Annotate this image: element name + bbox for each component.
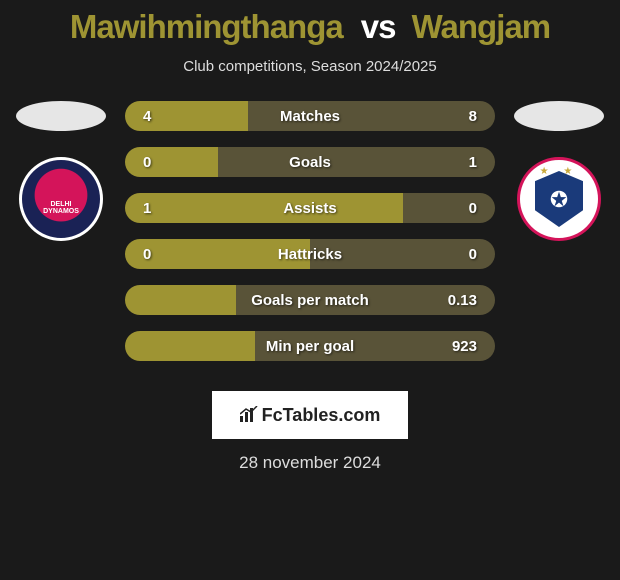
club-left-oval — [16, 101, 106, 131]
watermark: FcTables.com — [212, 391, 408, 439]
page-title: Mawihmingthanga vs Wangjam — [0, 8, 620, 46]
stat-row: 00Hattricks — [125, 239, 495, 269]
stat-label: Assists — [125, 193, 495, 223]
club-left-col: DELHIDYNAMOS — [11, 101, 111, 241]
player1-name: Mawihmingthanga — [70, 8, 343, 45]
comparison-card: Mawihmingthanga vs Wangjam Club competiti… — [0, 0, 620, 580]
club-left-label: DELHIDYNAMOS — [43, 201, 79, 216]
watermark-text: FcTables.com — [262, 405, 381, 426]
stat-row: 923Min per goal — [125, 331, 495, 361]
player2-name: Wangjam — [412, 8, 550, 45]
stat-label: Goals — [125, 147, 495, 177]
stats-area: DELHIDYNAMOS 48Matches 01Goals 10Assists 00… — [0, 101, 620, 377]
subtitle: Club competitions, Season 2024/2025 — [0, 58, 620, 75]
stat-row: 10Assists — [125, 193, 495, 223]
vs-text: vs — [361, 8, 396, 45]
date-text: 28 november 2024 — [0, 453, 620, 473]
stat-label: Goals per match — [125, 285, 495, 315]
club-right-col: ★ ★ — [509, 101, 609, 241]
stat-row: 01Goals — [125, 147, 495, 177]
club-right-shield-icon — [535, 171, 583, 227]
stats-list: 48Matches 01Goals 10Assists 00Hattricks 0.13… — [125, 101, 495, 377]
stat-label: Matches — [125, 101, 495, 131]
stat-label: Hattricks — [125, 239, 495, 269]
stat-row: 0.13Goals per match — [125, 285, 495, 315]
club-left-logo: DELHIDYNAMOS — [19, 157, 103, 241]
club-right-logo: ★ ★ — [517, 157, 601, 241]
stat-row: 48Matches — [125, 101, 495, 131]
chart-icon — [240, 406, 258, 425]
stat-label: Min per goal — [125, 331, 495, 361]
club-right-oval — [514, 101, 604, 131]
